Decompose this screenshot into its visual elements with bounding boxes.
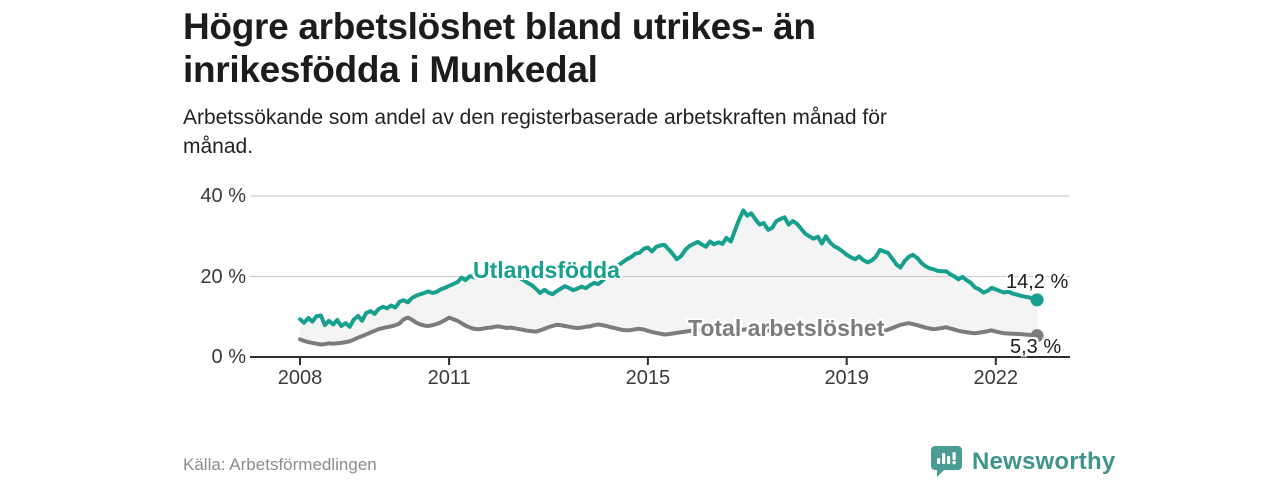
y-tick-label-0: 0 % [211, 346, 246, 368]
x-tick-label-2008: 2008 [277, 367, 323, 389]
y-tick-label-40: 40 % [200, 185, 246, 207]
series-line-0 [298, 208, 1040, 329]
chart-subtitle-line-2: månad. [183, 135, 254, 159]
page-title-line-1: Högre arbetslöshet bland utrikes- än [183, 6, 816, 47]
chart-subtitle-line-1: Arbetssökande som andel av den registerb… [183, 106, 887, 129]
series-label-total-arbetsloshet: Total arbetslöshet [688, 315, 885, 341]
x-tick-label-2015: 2015 [625, 367, 671, 389]
y-tick-label-20: 20 % [200, 265, 246, 288]
newsworthy-logo-text: Newsworthy [972, 447, 1116, 475]
series-end-dot-1 [1030, 329, 1044, 343]
page-title-line-2: inrikesfödda i Munkedal [183, 49, 598, 91]
end-value-label-total: 5,3 % [1010, 336, 1062, 358]
newsworthy-bars-speech-bubble-icon [931, 446, 962, 477]
source-note: Källa: Arbetsförmedlingen [183, 455, 377, 474]
end-value-label-utlandsfodda: 14,2 % [1006, 271, 1069, 293]
series-line-1 [298, 315, 1040, 347]
x-tick-label-2022: 2022 [973, 367, 1019, 389]
fill-between-series [300, 210, 1038, 345]
series-label-utlandsfodda: Utlandsfödda [473, 257, 620, 283]
chart-subtitle: Arbetssökande som andel av den registerb… [183, 103, 1083, 162]
x-tick-label-2019: 2019 [824, 367, 869, 389]
newsworthy-logo[interactable]: Newsworthy [930, 445, 1115, 478]
series-end-dot-0 [1030, 293, 1044, 307]
x-tick-label-2011: 2011 [427, 367, 471, 389]
page-title: Högre arbetslöshet bland utrikes- än inr… [183, 5, 1123, 92]
